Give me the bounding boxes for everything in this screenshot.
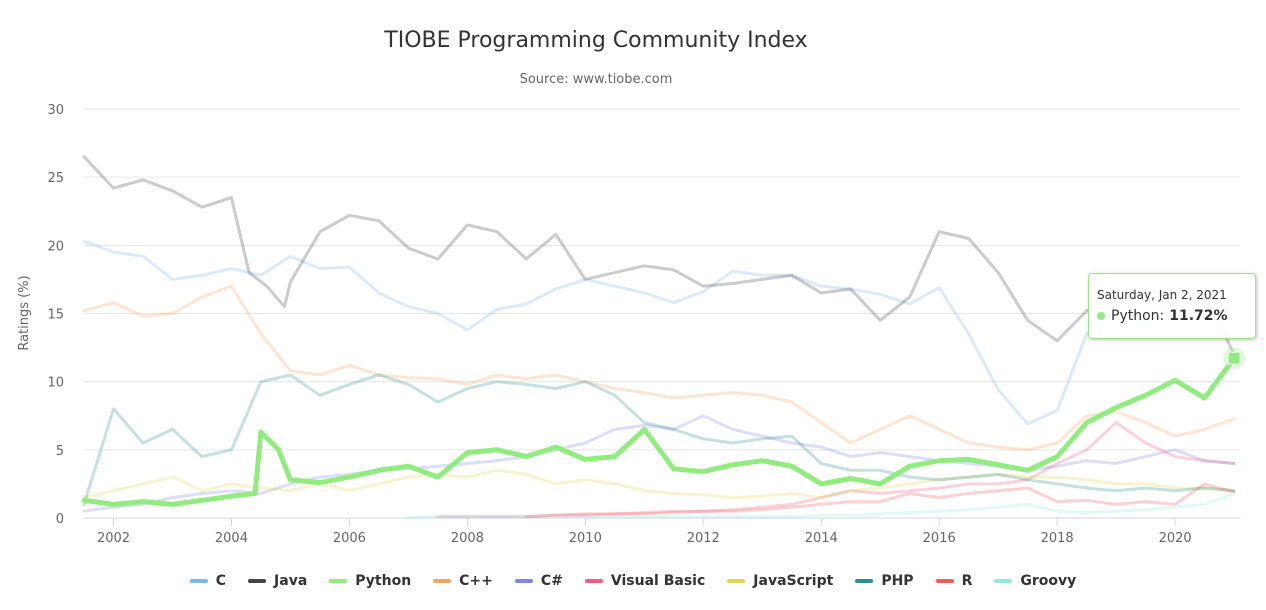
legend-swatch xyxy=(727,579,746,583)
y-tick-label: 20 xyxy=(47,239,64,254)
series-line-php[interactable] xyxy=(82,373,1236,506)
legend-swatch xyxy=(433,579,452,583)
series-line-c[interactable] xyxy=(82,239,1236,426)
x-tick-label: 2008 xyxy=(451,531,484,546)
legend-label: R xyxy=(961,573,973,589)
legend-label: C++ xyxy=(459,573,493,589)
legend-swatch xyxy=(994,579,1013,583)
x-tick-label: 2018 xyxy=(1041,531,1074,546)
tooltip-date: Saturday, Jan 2, 2021 xyxy=(1097,288,1227,302)
legend-swatch xyxy=(584,579,603,583)
legend-item-java[interactable]: Java xyxy=(248,573,307,589)
legend-swatch xyxy=(514,579,533,583)
tooltip: Saturday, Jan 2, 2021 Python: 11.72% xyxy=(1088,273,1256,339)
y-tick-label: 10 xyxy=(47,376,64,391)
chart-title: TIOBE Programming Community Index xyxy=(384,28,808,53)
legend-item-groovy[interactable]: Groovy xyxy=(994,573,1076,589)
legend-swatch xyxy=(855,579,874,583)
legend-swatch xyxy=(329,579,348,583)
markers xyxy=(1223,347,1246,370)
series-line-r[interactable] xyxy=(524,482,1236,519)
legend-label: JavaScript xyxy=(753,573,834,589)
x-tick-label: 2020 xyxy=(1159,531,1192,546)
tooltip-series-name: Python xyxy=(1111,308,1160,324)
y-tick-label: 25 xyxy=(47,171,64,186)
legend-label: C xyxy=(215,573,227,589)
x-tick-label: 2016 xyxy=(923,531,956,546)
y-tick-label: 5 xyxy=(56,444,64,459)
legend-item-c-[interactable]: C++ xyxy=(433,573,493,589)
y-tick-label: 30 xyxy=(47,103,64,118)
legend-item-php[interactable]: PHP xyxy=(855,573,914,589)
x-tick-label: 2014 xyxy=(805,531,838,546)
legend-item-r[interactable]: R xyxy=(935,573,973,589)
legend-label: Java xyxy=(274,573,308,589)
series-line-c-[interactable] xyxy=(82,284,1236,452)
y-axis-title: Ratings (%) xyxy=(17,275,32,350)
series-line-visual-basic[interactable] xyxy=(436,421,1236,519)
legend-label: C# xyxy=(540,573,563,589)
x-tick-label: 2004 xyxy=(215,531,248,546)
legend-item-visual-basic[interactable]: Visual Basic xyxy=(584,573,706,589)
legend-swatch xyxy=(248,579,267,583)
legend-label: PHP xyxy=(881,573,914,589)
series-line-java[interactable] xyxy=(82,155,1236,356)
series-lines xyxy=(81,155,1237,519)
axes: 0 5 10 15 20 25 30 2002 2004 2006 2008 2010 2012 2014… xyxy=(47,103,1191,546)
legend-label: Visual Basic xyxy=(610,573,706,589)
series-line-javascript[interactable] xyxy=(82,468,1236,500)
series-line-c-[interactable] xyxy=(82,414,1236,513)
legend-swatch xyxy=(935,579,954,583)
chart-subtitle: Source: www.tiobe.com xyxy=(519,72,673,87)
x-tick-label: 2012 xyxy=(687,531,720,546)
legend-swatch xyxy=(189,579,208,583)
y-tick-label: 15 xyxy=(47,308,64,323)
legend-item-python[interactable]: Python xyxy=(329,573,411,589)
x-tick-label: 2006 xyxy=(333,531,366,546)
y-tick-label: 0 xyxy=(56,512,64,527)
legend-label: Python xyxy=(355,573,412,589)
tooltip-series-dot xyxy=(1097,312,1105,320)
series-line-python[interactable] xyxy=(81,355,1237,507)
tooltip-value: 11.72% xyxy=(1169,308,1228,324)
x-tick-label: 2010 xyxy=(569,531,602,546)
series-line-groovy[interactable] xyxy=(406,492,1236,519)
legend-label: Groovy xyxy=(1020,573,1077,589)
legend-item-javascript[interactable]: JavaScript xyxy=(727,573,833,589)
legend-item-c[interactable]: C xyxy=(189,573,227,589)
x-tick-label: 2002 xyxy=(97,531,130,546)
legend-item-c-[interactable]: C# xyxy=(514,573,563,589)
legend: C Java Python C++ C# Visual Basic JavaScript PH… xyxy=(0,573,1266,589)
hover-point-marker[interactable] xyxy=(1227,351,1241,365)
tooltip-row: Python: 11.72% xyxy=(1097,308,1228,324)
